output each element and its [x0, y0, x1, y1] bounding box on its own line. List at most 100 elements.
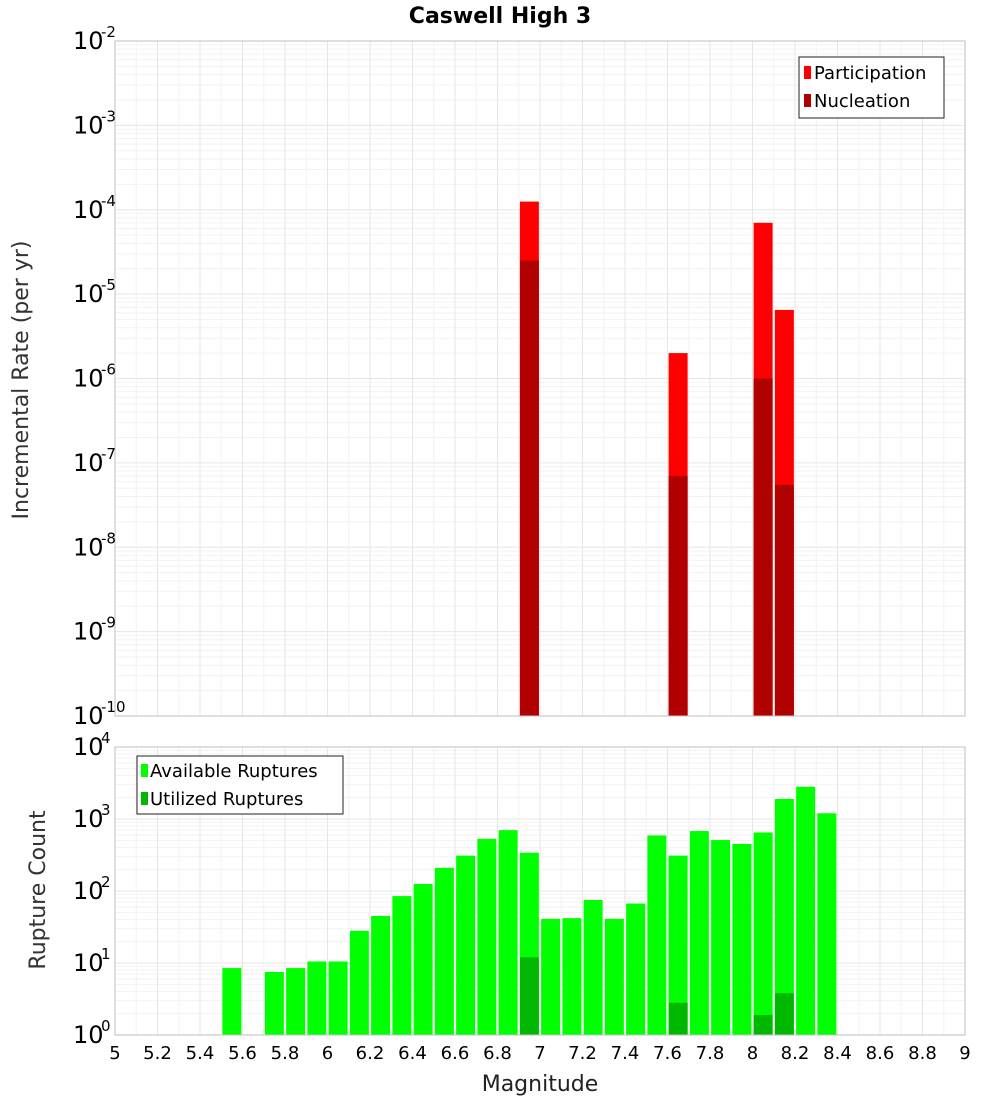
count-bar-available-ruptures [349, 930, 369, 1035]
x-tick-label: 6 [322, 1043, 333, 1064]
count-y-tick-exponent: 3 [101, 801, 111, 819]
count-bar-available-ruptures [753, 832, 773, 1035]
rate-y-tick-label: 10 [73, 618, 104, 646]
x-tick-label: 7.6 [653, 1043, 682, 1064]
x-tick-label: 5.4 [186, 1043, 215, 1064]
x-tick-labels: 5 5.2 5.4 5.6 5.8 6 6.2 6.4 6.6 6.8 7 7.2 7.4 7.6 7.8 8… [109, 1043, 970, 1064]
x-tick-label: 8.2 [781, 1043, 810, 1064]
legend-swatch-utilized [141, 792, 148, 805]
count-bar-available-ruptures [434, 867, 454, 1035]
count-bar-utilized-ruptures [753, 1014, 773, 1035]
x-tick-label: 5 [109, 1043, 120, 1064]
rate-y-tick-label: 10 [73, 27, 104, 55]
count-panel-frame [114, 746, 966, 1036]
count-bar-available-ruptures [562, 918, 582, 1035]
rate-y-tick-exponent: -8 [101, 529, 116, 547]
rate-legend: Participation Nucleation [798, 56, 945, 119]
legend-swatch-participation [804, 66, 811, 79]
chart-title: Caswell High 3 [409, 4, 591, 29]
count-bar-available-ruptures [647, 835, 667, 1035]
count-bar-available-ruptures [456, 855, 476, 1035]
count-bar-available-ruptures [796, 786, 816, 1035]
x-tick-label: 6.4 [398, 1043, 427, 1064]
count-y-tick-label: 10 [73, 733, 104, 761]
count-y-tick-exponent: 2 [101, 873, 111, 891]
count-bar-utilized-ruptures [774, 993, 794, 1035]
count-bar-available-ruptures [222, 968, 242, 1035]
x-tick-label: 8 [747, 1043, 758, 1064]
rate-y-tick-exponent: -3 [101, 107, 116, 125]
count-y-axis-label: Rupture Count [26, 810, 51, 970]
count-bar-available-ruptures [689, 831, 709, 1035]
x-tick-label: 5.8 [271, 1043, 300, 1064]
rate-y-tick-label: 10 [73, 449, 104, 477]
rate-y-tick-label: 10 [73, 533, 104, 561]
count-bar-available-ruptures [583, 899, 603, 1035]
count-y-tick-label: 10 [73, 949, 104, 977]
count-bar-available-ruptures [371, 915, 391, 1035]
count-bar-available-ruptures [774, 798, 794, 1035]
rate-y-tick-exponent: -2 [101, 23, 116, 41]
x-tick-label: 8.8 [908, 1043, 937, 1064]
rate-legend-box [798, 56, 945, 119]
count-bar-available-ruptures [307, 961, 327, 1035]
legend-swatch-available [141, 764, 148, 777]
rate-y-tick-label: 10 [73, 365, 104, 393]
rate-y-tick-label: 10 [73, 111, 104, 139]
rate-y-tick-exponent: -9 [101, 614, 116, 632]
count-y-tick-label: 10 [73, 1021, 104, 1049]
count-bar-available-ruptures [477, 838, 497, 1035]
count-bar-available-ruptures [604, 918, 624, 1035]
count-bar-available-ruptures [392, 896, 412, 1035]
x-tick-label: 8.4 [823, 1043, 852, 1064]
count-bar-utilized-ruptures [668, 1002, 688, 1035]
count-y-tick-label: 10 [73, 805, 104, 833]
count-bar-available-ruptures [413, 884, 433, 1035]
legend-label-nucleation: Nucleation [814, 91, 910, 112]
x-tick-label: 7.2 [568, 1043, 597, 1064]
rate-bar-nucleation [668, 475, 688, 716]
x-tick-label: 7 [534, 1043, 545, 1064]
rate-y-tick-label: 10 [73, 280, 104, 308]
rate-y-tick-label: 10 [73, 196, 104, 224]
x-tick-label: 7.4 [611, 1043, 640, 1064]
rate-bar-nucleation [519, 260, 539, 716]
count-bar-available-ruptures [732, 843, 752, 1035]
x-tick-label: 6.6 [441, 1043, 470, 1064]
x-tick-label: 5.2 [143, 1043, 172, 1064]
count-bar-available-ruptures [711, 840, 731, 1035]
x-tick-label: 8.6 [866, 1043, 895, 1064]
count-bar-available-ruptures [541, 918, 561, 1035]
legend-swatch-nucleation [804, 94, 811, 107]
rate-panel-grid [114, 41, 966, 717]
rate-y-tick-exponent: -6 [101, 361, 116, 379]
count-legend-box [136, 755, 344, 815]
count-y-tick-exponent: 4 [101, 729, 111, 747]
count-legend: Available Ruptures Utilized Ruptures [136, 755, 344, 815]
legend-label-available: Available Ruptures [150, 761, 318, 782]
x-tick-label: 6.8 [483, 1043, 512, 1064]
x-tick-label: 9 [959, 1043, 970, 1064]
rate-bar-nucleation [753, 378, 773, 716]
count-panel-bars [222, 786, 837, 1035]
rate-y-axis-label: Incremental Rate (per yr) [9, 241, 34, 520]
rate-y-tick-exponent: -7 [101, 445, 116, 463]
count-bar-available-ruptures [328, 961, 348, 1035]
x-axis-label: Magnitude [482, 1072, 599, 1097]
count-bar-available-ruptures [286, 968, 306, 1035]
legend-label-utilized: Utilized Ruptures [150, 789, 303, 810]
count-bar-utilized-ruptures [519, 957, 539, 1035]
x-tick-label: 6.2 [356, 1043, 385, 1064]
count-y-tick-exponent: 1 [101, 945, 111, 963]
rate-bar-nucleation [774, 484, 794, 716]
rate-y-tick-label: 10 [73, 702, 104, 730]
x-tick-label: 7.8 [696, 1043, 725, 1064]
x-tick-label: 5.6 [228, 1043, 257, 1064]
count-bar-available-ruptures [498, 830, 518, 1035]
rate-y-tick-exponent: -5 [101, 276, 116, 294]
rate-y-tick-exponent: -4 [101, 192, 116, 210]
rate-panel-frame [114, 40, 966, 717]
